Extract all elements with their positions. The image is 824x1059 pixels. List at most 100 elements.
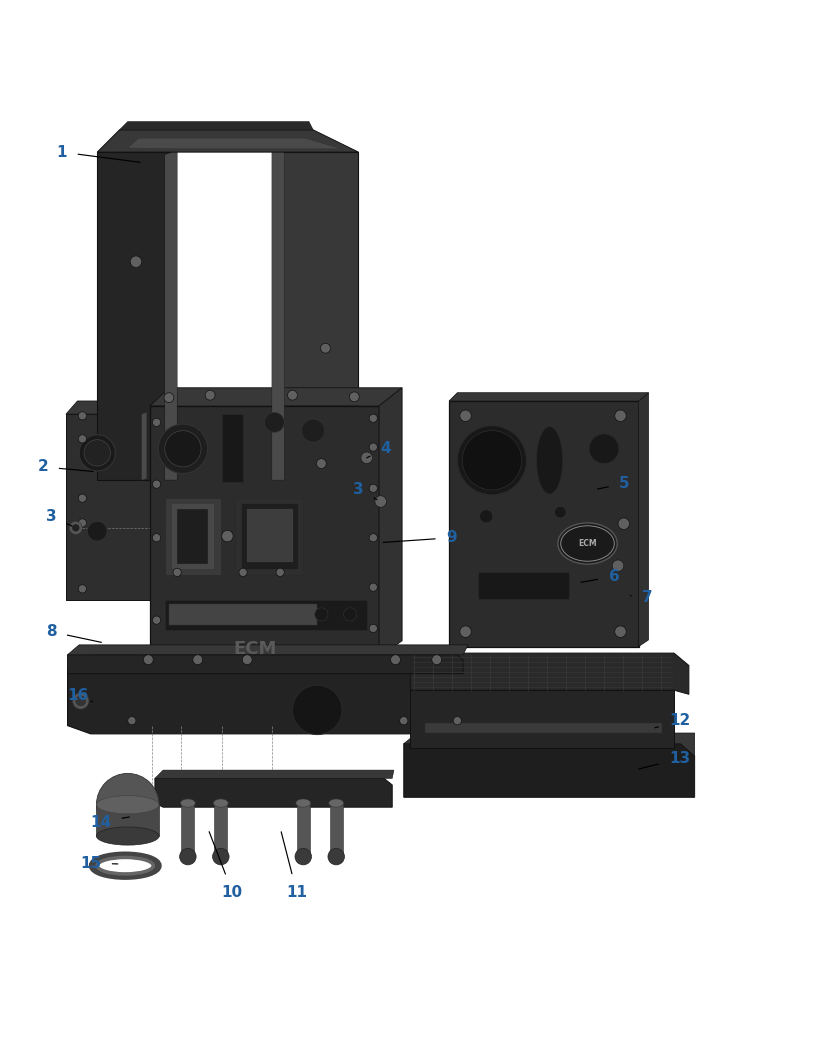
Polygon shape bbox=[96, 805, 159, 836]
Circle shape bbox=[158, 424, 208, 473]
Text: 5: 5 bbox=[597, 475, 630, 491]
Polygon shape bbox=[68, 669, 494, 734]
Polygon shape bbox=[404, 733, 695, 756]
Ellipse shape bbox=[329, 852, 344, 861]
Text: 15: 15 bbox=[80, 856, 118, 870]
Circle shape bbox=[615, 626, 626, 638]
Circle shape bbox=[152, 616, 161, 624]
Polygon shape bbox=[449, 393, 648, 401]
Circle shape bbox=[130, 256, 142, 268]
Circle shape bbox=[462, 431, 522, 490]
Circle shape bbox=[612, 560, 624, 572]
Text: 8: 8 bbox=[46, 624, 101, 643]
Text: 4: 4 bbox=[367, 442, 391, 457]
Ellipse shape bbox=[213, 852, 228, 861]
Circle shape bbox=[180, 848, 196, 865]
Text: 12: 12 bbox=[655, 713, 691, 729]
Polygon shape bbox=[297, 803, 310, 857]
Ellipse shape bbox=[558, 523, 617, 564]
Circle shape bbox=[87, 521, 107, 541]
Text: 14: 14 bbox=[90, 814, 129, 829]
Ellipse shape bbox=[96, 795, 159, 813]
Circle shape bbox=[96, 773, 159, 836]
Circle shape bbox=[555, 506, 566, 518]
Text: 13: 13 bbox=[639, 751, 691, 769]
Circle shape bbox=[78, 519, 87, 527]
Polygon shape bbox=[97, 130, 358, 152]
Polygon shape bbox=[425, 723, 662, 733]
Polygon shape bbox=[404, 743, 695, 797]
Polygon shape bbox=[165, 150, 177, 480]
Circle shape bbox=[73, 693, 89, 710]
Circle shape bbox=[143, 654, 153, 665]
Polygon shape bbox=[142, 413, 147, 480]
Polygon shape bbox=[119, 122, 313, 130]
Circle shape bbox=[152, 418, 161, 427]
Circle shape bbox=[69, 521, 82, 535]
Text: 1: 1 bbox=[57, 145, 140, 162]
Circle shape bbox=[457, 426, 527, 495]
Text: 10: 10 bbox=[209, 831, 243, 899]
Polygon shape bbox=[155, 778, 392, 807]
Circle shape bbox=[293, 685, 342, 735]
Polygon shape bbox=[177, 509, 208, 564]
Circle shape bbox=[432, 654, 442, 665]
Polygon shape bbox=[68, 654, 494, 682]
Polygon shape bbox=[379, 388, 402, 658]
Circle shape bbox=[369, 584, 377, 591]
Polygon shape bbox=[330, 803, 343, 857]
Ellipse shape bbox=[180, 798, 195, 807]
Ellipse shape bbox=[180, 852, 195, 861]
Circle shape bbox=[165, 431, 201, 467]
Polygon shape bbox=[169, 604, 317, 625]
Circle shape bbox=[84, 439, 110, 466]
Circle shape bbox=[460, 410, 471, 421]
Circle shape bbox=[164, 393, 174, 402]
Circle shape bbox=[78, 435, 87, 443]
Circle shape bbox=[315, 608, 328, 621]
Polygon shape bbox=[165, 599, 367, 630]
Polygon shape bbox=[449, 401, 639, 646]
Circle shape bbox=[76, 696, 86, 706]
Polygon shape bbox=[272, 152, 358, 480]
Circle shape bbox=[193, 654, 203, 665]
Polygon shape bbox=[150, 388, 402, 406]
Circle shape bbox=[369, 534, 377, 542]
Text: 16: 16 bbox=[67, 688, 92, 703]
Ellipse shape bbox=[296, 852, 311, 861]
Circle shape bbox=[618, 518, 630, 530]
Circle shape bbox=[369, 624, 377, 632]
Circle shape bbox=[480, 509, 493, 523]
Circle shape bbox=[589, 434, 619, 464]
Circle shape bbox=[369, 484, 377, 492]
Circle shape bbox=[349, 392, 359, 401]
Ellipse shape bbox=[536, 427, 563, 495]
Polygon shape bbox=[222, 414, 243, 482]
Polygon shape bbox=[171, 503, 214, 569]
Text: 3: 3 bbox=[46, 508, 72, 526]
Circle shape bbox=[222, 531, 233, 542]
Ellipse shape bbox=[329, 798, 344, 807]
Polygon shape bbox=[241, 503, 298, 569]
Circle shape bbox=[316, 459, 326, 468]
Circle shape bbox=[276, 569, 284, 576]
Circle shape bbox=[369, 443, 377, 451]
Polygon shape bbox=[410, 690, 674, 748]
Circle shape bbox=[369, 414, 377, 423]
Text: 3: 3 bbox=[353, 483, 377, 500]
Circle shape bbox=[213, 848, 229, 865]
Text: ECM: ECM bbox=[234, 640, 277, 658]
Polygon shape bbox=[639, 393, 648, 646]
Polygon shape bbox=[97, 152, 171, 480]
Ellipse shape bbox=[296, 798, 311, 807]
Circle shape bbox=[328, 848, 344, 865]
Polygon shape bbox=[214, 803, 227, 857]
Polygon shape bbox=[235, 498, 303, 575]
Polygon shape bbox=[272, 150, 284, 480]
Circle shape bbox=[460, 626, 471, 638]
Circle shape bbox=[79, 435, 115, 471]
Circle shape bbox=[239, 569, 247, 576]
Circle shape bbox=[152, 480, 161, 488]
Polygon shape bbox=[410, 653, 689, 695]
Circle shape bbox=[78, 585, 87, 593]
